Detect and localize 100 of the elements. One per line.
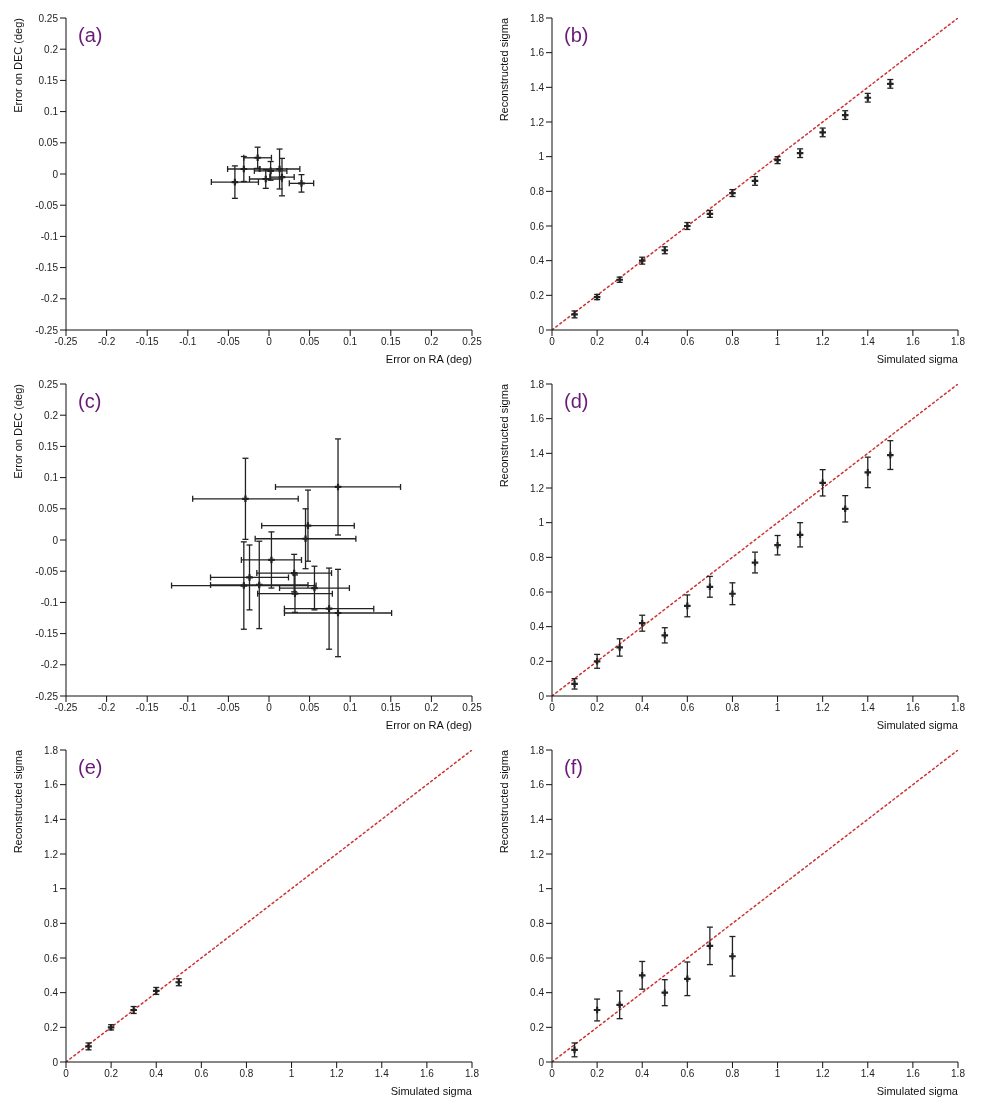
y-tick-label: 0.6: [530, 220, 545, 232]
y-tick-label: 0.15: [38, 440, 59, 452]
y-tick-label: 1.8: [530, 12, 545, 24]
point: [638, 619, 646, 627]
point: [684, 602, 691, 610]
x-tick-label: 0: [266, 336, 273, 348]
y-tick-label: 0.4: [530, 987, 545, 999]
y-tick-label: -0.2: [40, 659, 59, 671]
x-axis-title: Simulated sigma: [876, 1085, 959, 1097]
y-tick-label: 1: [538, 151, 545, 163]
y-tick-label: -0.05: [35, 565, 59, 577]
point: [255, 581, 263, 589]
y-tick-label: -0.25: [35, 690, 59, 702]
y-tick-label: 1.6: [44, 779, 59, 791]
y-tick-label: 0.6: [44, 952, 59, 964]
x-tick-label: 0.8: [239, 1068, 254, 1080]
y-axis-title: Error on DEC (deg): [12, 18, 24, 113]
y-tick-label: 0.2: [530, 655, 545, 667]
point: [729, 590, 736, 598]
y-tick-label: 0.4: [530, 255, 545, 267]
y-axis-title: Reconstructed sigma: [12, 749, 24, 854]
x-tick-label: 1.6: [905, 702, 921, 714]
point: [302, 535, 309, 543]
y-tick-label: 0: [52, 1056, 59, 1068]
y-tick-label: 0.6: [530, 952, 545, 964]
annotation: (d): [564, 390, 589, 413]
x-tick-label: 1: [774, 336, 781, 348]
x-tick-label: 0.25: [462, 702, 483, 714]
x-axis-title: Error on RA (deg): [385, 719, 472, 731]
x-tick-label: 1.8: [465, 1068, 480, 1080]
x-tick-label: 0: [549, 702, 556, 714]
y-axis-title: Reconstructed sigma: [498, 383, 510, 488]
x-axis-title: Error on RA (deg): [385, 353, 472, 365]
x-tick-label: 1.4: [860, 336, 876, 348]
y-tick-label: 0.05: [38, 503, 59, 515]
y-tick-label: 0.2: [530, 289, 545, 301]
x-tick-label: 1.6: [905, 336, 921, 348]
annotation: (b): [564, 24, 589, 47]
y-tick-label: -0.15: [35, 262, 59, 274]
y-tick-label: 1: [538, 517, 545, 529]
x-tick-label: 0.4: [635, 336, 650, 348]
x-tick-label: 0.2: [104, 1068, 119, 1080]
x-tick-label: 0: [549, 1068, 556, 1080]
x-tick-label: 0: [549, 336, 556, 348]
point: [571, 1046, 578, 1054]
x-tick-label: -0.2: [97, 702, 116, 714]
point: [819, 479, 826, 487]
y-tick-label: 1.2: [44, 848, 59, 860]
x-tick-label: 0.2: [424, 336, 439, 348]
point: [267, 167, 274, 175]
x-tick-label: 0.8: [725, 702, 740, 714]
x-tick-label: 0.6: [194, 1068, 209, 1080]
x-tick-label: 0.05: [299, 702, 320, 714]
x-tick-label: 0.05: [299, 336, 320, 348]
point: [774, 541, 781, 549]
y-axis-title: Reconstructed sigma: [498, 749, 510, 854]
point: [242, 495, 249, 503]
point: [751, 559, 759, 566]
y-tick-label: 0.25: [38, 12, 59, 24]
annotation: (f): [564, 756, 583, 779]
y-tick-label: 1.4: [530, 447, 545, 459]
y-tick-label: 0.2: [44, 409, 59, 421]
point: [616, 1001, 623, 1009]
x-tick-label: 1.2: [815, 1068, 831, 1080]
point: [254, 154, 261, 162]
x-tick-label: 0.8: [725, 336, 740, 348]
y-tick-label: 0: [52, 168, 59, 180]
x-tick-label: 0.6: [680, 336, 695, 348]
y-tick-label: 0: [52, 534, 59, 546]
y-tick-label: 0.6: [530, 586, 545, 598]
y-tick-label: 1.8: [44, 744, 59, 756]
point: [276, 165, 283, 173]
x-tick-label: 1.6: [419, 1068, 435, 1080]
x-tick-label: -0.2: [97, 336, 116, 348]
x-tick-label: -0.1: [179, 702, 197, 714]
x-tick-label: 1.8: [951, 702, 966, 714]
y-tick-label: 0.05: [38, 137, 59, 149]
x-tick-label: 0.1: [343, 336, 358, 348]
point: [887, 451, 894, 459]
x-tick-label: 1.8: [951, 1068, 966, 1080]
y-tick-label: -0.25: [35, 324, 59, 336]
y-tick-label: 0.8: [530, 551, 545, 563]
x-tick-label: 0.6: [680, 702, 695, 714]
x-tick-label: -0.15: [135, 336, 160, 348]
y-tick-label: 0.4: [44, 987, 59, 999]
point: [661, 989, 669, 996]
x-axis-title: Simulated sigma: [876, 719, 959, 731]
x-tick-label: 0.4: [635, 702, 650, 714]
y-tick-label: 1: [538, 883, 545, 895]
x-tick-label: 0.4: [149, 1068, 164, 1080]
x-tick-label: 1: [288, 1068, 295, 1080]
y-tick-label: 0.2: [530, 1021, 545, 1033]
y-tick-label: 1: [52, 883, 59, 895]
point: [729, 952, 736, 960]
x-tick-label: -0.05: [217, 702, 241, 714]
x-tick-label: 1.4: [374, 1068, 390, 1080]
point: [593, 658, 601, 665]
y-tick-label: 1.2: [530, 116, 545, 128]
y-tick-label: 0.1: [44, 106, 59, 118]
y-tick-label: -0.2: [40, 293, 59, 305]
